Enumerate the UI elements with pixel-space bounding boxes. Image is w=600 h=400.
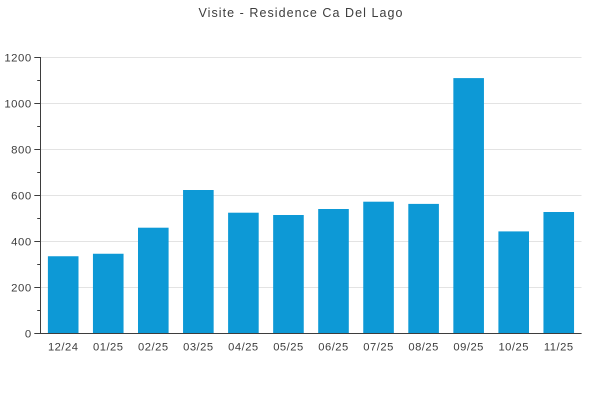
- svg-text:1000: 1000: [4, 99, 31, 111]
- svg-text:08/25: 08/25: [408, 341, 439, 353]
- svg-text:10/25: 10/25: [498, 341, 529, 353]
- svg-text:05/25: 05/25: [273, 341, 304, 353]
- svg-text:1200: 1200: [4, 53, 31, 65]
- svg-text:800: 800: [11, 145, 32, 157]
- svg-text:09/25: 09/25: [453, 341, 484, 353]
- svg-text:06/25: 06/25: [318, 341, 349, 353]
- svg-text:03/25: 03/25: [183, 341, 214, 353]
- svg-text:02/25: 02/25: [138, 341, 169, 353]
- svg-text:400: 400: [11, 237, 32, 249]
- svg-text:04/25: 04/25: [228, 341, 259, 353]
- svg-text:12/24: 12/24: [48, 341, 79, 353]
- svg-text:0: 0: [25, 329, 32, 341]
- svg-text:07/25: 07/25: [363, 341, 394, 353]
- svg-text:200: 200: [11, 283, 32, 295]
- svg-text:Visite - Residence Ca Del Lago: Visite - Residence Ca Del Lago: [199, 6, 404, 20]
- svg-text:01/25: 01/25: [93, 341, 124, 353]
- svg-text:11/25: 11/25: [544, 341, 574, 353]
- svg-text:600: 600: [11, 191, 32, 203]
